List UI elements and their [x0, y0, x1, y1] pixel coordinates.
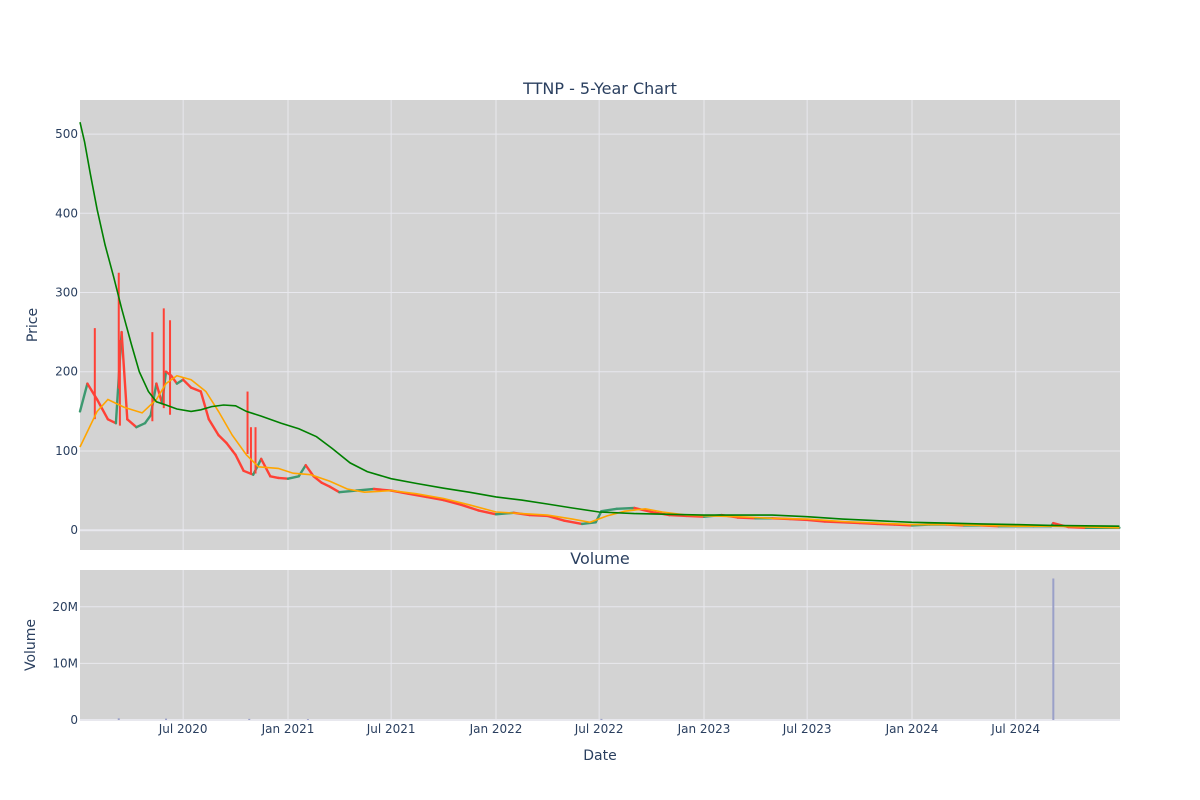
- x-tick-label: Jan 2023: [677, 722, 731, 736]
- candle-segment: [528, 513, 549, 518]
- candle-segment: [580, 521, 597, 526]
- volume-panel: Jul 2020 Jan 2021 Jul 2021 Jan 2022 Jul 2022…: [52, 570, 1120, 736]
- volume-y-tick-label: 0: [70, 713, 78, 727]
- candle-segment: [106, 418, 118, 425]
- x-tick-label: Jan 2022: [469, 722, 523, 736]
- volume-y-tick-label: 20M: [52, 600, 78, 614]
- candle-segment: [126, 418, 138, 429]
- price-chart-title: TTNP - 5-Year Chart: [522, 79, 677, 98]
- candle-segment: [181, 378, 193, 389]
- x-axis-label: Date: [583, 748, 616, 764]
- volume-axis-label: Volume: [23, 619, 39, 671]
- price-y-tick-label: 200: [55, 365, 78, 379]
- x-tick-label: Jul 2021: [366, 722, 416, 736]
- price-y-tick-label: 0: [70, 523, 78, 537]
- volume-y-tick-label: 10M: [52, 656, 78, 670]
- x-tick-label: Jul 2024: [990, 722, 1040, 736]
- candle-segment: [277, 476, 290, 480]
- candle-segment: [312, 475, 323, 484]
- candle-segment: [563, 519, 584, 526]
- price-y-tick-label: 300: [55, 286, 78, 300]
- candle-segment: [328, 485, 341, 494]
- candle-segment: [858, 521, 879, 526]
- candle-segment: [407, 492, 428, 499]
- x-tick-label: Jul 2020: [158, 722, 208, 736]
- candle-segment: [460, 503, 480, 512]
- candle-segment: [169, 374, 179, 385]
- candle-segment: [225, 441, 237, 457]
- candle-segment: [135, 422, 147, 429]
- volume-bar: [1052, 578, 1055, 720]
- price-y-tick-label: 100: [55, 444, 78, 458]
- volume-chart-title: Volume: [570, 549, 630, 568]
- volume-bar: [117, 718, 120, 720]
- volume-plot-background: [80, 570, 1120, 720]
- candle-segment: [269, 475, 280, 480]
- x-tick-label: Jul 2023: [782, 722, 832, 736]
- price-panel: 0 100 200 300 400 500: [55, 100, 1121, 550]
- volume-bar: [600, 718, 603, 720]
- candle-segment: [442, 498, 463, 506]
- candle-segment: [175, 378, 185, 385]
- candle-segment: [199, 390, 211, 421]
- candle-segment: [633, 506, 653, 514]
- candle-segment: [320, 481, 331, 488]
- candle-segment: [234, 453, 245, 472]
- short-moving-average-line: [79, 374, 1120, 529]
- volume-bar: [248, 718, 251, 720]
- price-plot-background: [80, 100, 1120, 550]
- candle-segment: [546, 514, 566, 522]
- candle-segment: [217, 433, 228, 445]
- candle-segment: [120, 330, 129, 421]
- candle-segment: [425, 495, 445, 502]
- price-axis-label: Price: [25, 308, 41, 342]
- candle-segment: [207, 418, 220, 437]
- x-tick-label: Jul 2022: [574, 722, 624, 736]
- candle-segment: [668, 513, 688, 518]
- long-moving-average-line: [79, 122, 1120, 527]
- x-tick-label: Jan 2021: [261, 722, 315, 736]
- candle-segment: [841, 521, 861, 525]
- price-y-tick-label: 500: [55, 127, 78, 141]
- candle-segment: [823, 520, 844, 524]
- candle-segment: [477, 509, 498, 516]
- candle-segment: [615, 506, 636, 510]
- candle-segment: [355, 487, 376, 492]
- volume-bar: [165, 718, 168, 720]
- candle-segment: [78, 382, 89, 413]
- x-tick-label: Jan 2024: [885, 722, 939, 736]
- volume-bar: [306, 719, 309, 720]
- candle-segment: [143, 414, 152, 425]
- candle-segment: [95, 398, 110, 421]
- candle-segment: [805, 518, 826, 523]
- price-y-tick-label: 400: [55, 206, 78, 220]
- candle-segment: [189, 386, 203, 393]
- candle-segment: [600, 507, 618, 513]
- candle-segment: [242, 469, 255, 476]
- candle-segment: [685, 514, 706, 518]
- candle-segment: [286, 475, 300, 480]
